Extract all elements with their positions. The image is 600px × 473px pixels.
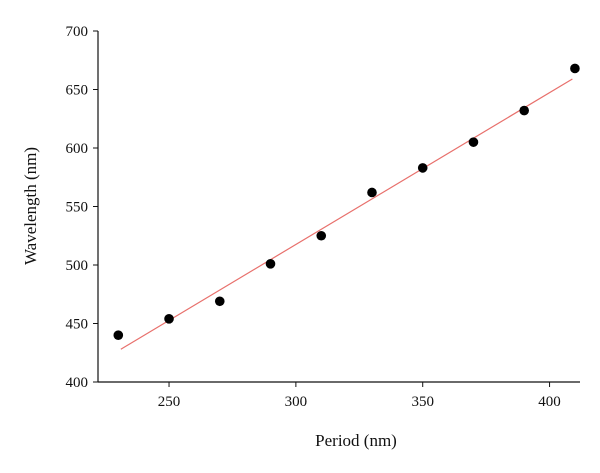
data-point — [519, 105, 529, 116]
data-point — [570, 63, 580, 74]
data-point — [265, 259, 276, 269]
y-axis-label: Wavelength (nm) — [21, 147, 40, 265]
y-tick-label: 400 — [66, 375, 89, 391]
x-axis-label: Period (nm) — [315, 431, 397, 450]
y-tick-label: 450 — [66, 317, 89, 333]
x-tick-label: 400 — [538, 394, 561, 410]
axes — [97, 31, 580, 383]
data-point — [468, 137, 479, 147]
data-points-layer — [113, 63, 580, 341]
fit-line-layer — [120, 78, 573, 350]
data-point — [367, 187, 377, 198]
y-tick-label: 650 — [66, 83, 89, 99]
y-tick-label: 700 — [66, 24, 89, 40]
y-tick-label: 550 — [66, 200, 89, 216]
data-point — [316, 230, 327, 241]
fit-line — [120, 78, 573, 350]
x-tick-label: 250 — [158, 394, 181, 410]
y-tick-label: 500 — [66, 258, 89, 274]
data-point — [113, 330, 124, 341]
data-point — [164, 314, 174, 324]
data-point — [214, 296, 225, 307]
tick-layer: 250 300 350 400 400 450 500 550 600 650 700 — [66, 24, 561, 410]
data-point — [417, 163, 428, 173]
x-tick-label: 300 — [285, 394, 308, 410]
x-tick-label: 350 — [411, 394, 434, 410]
y-tick-label: 600 — [66, 141, 89, 157]
